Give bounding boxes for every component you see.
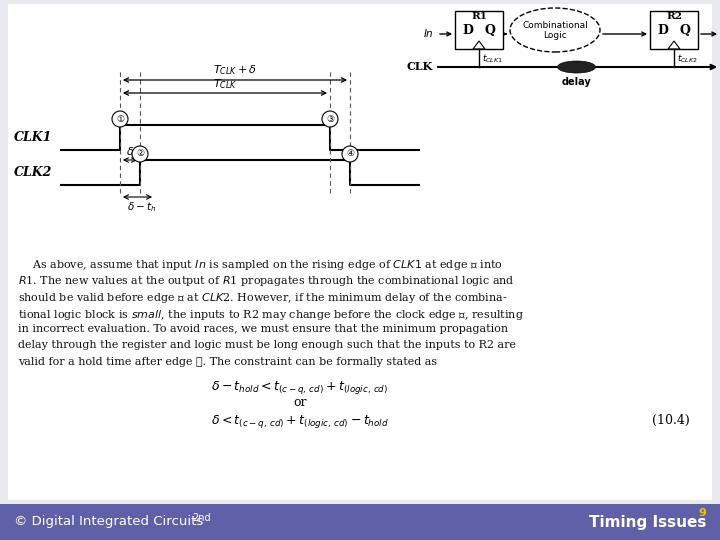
Text: $T_{CLK}+\delta$: $T_{CLK}+\delta$ <box>213 63 257 77</box>
Text: CLK2: CLK2 <box>14 166 53 179</box>
Text: delay through the register and logic must be long enough such that the inputs to: delay through the register and logic mus… <box>18 341 516 350</box>
Text: tional logic block is $\mathit{small}$, the inputs to R2 may change before the c: tional logic block is $\mathit{small}$, … <box>18 307 524 321</box>
Text: should be valid before edge ④ at $\mathit{CLK}$2. However, if the minimum delay : should be valid before edge ④ at $\mathi… <box>18 291 508 305</box>
Text: ①: ① <box>116 114 124 124</box>
Text: As above, assume that input $\mathit{In}$ is sampled on the rising edge of $\mat: As above, assume that input $\mathit{In}… <box>18 258 503 272</box>
Text: In: In <box>423 29 433 39</box>
Bar <box>650 11 698 49</box>
Text: Timing Issues: Timing Issues <box>589 515 706 530</box>
Bar <box>455 11 503 49</box>
Ellipse shape <box>557 61 595 73</box>
Text: $\delta$: $\delta$ <box>126 145 134 157</box>
Text: valid for a hold time after edge ②. The constraint can be formally stated as: valid for a hold time after edge ②. The … <box>18 357 437 367</box>
Bar <box>0 504 720 540</box>
Text: $t_{CLK2}$: $t_{CLK2}$ <box>677 53 698 65</box>
Text: $T_{CLK}$: $T_{CLK}$ <box>213 77 237 91</box>
Text: $\delta - t_h$: $\delta - t_h$ <box>127 200 156 214</box>
Text: delay: delay <box>562 77 591 87</box>
Text: Q: Q <box>485 24 495 37</box>
Text: D: D <box>657 24 668 37</box>
Text: (10.4): (10.4) <box>652 414 690 427</box>
Text: ②: ② <box>136 150 144 159</box>
Text: in incorrect evaluation. To avoid races, we must ensure that the minimum propaga: in incorrect evaluation. To avoid races,… <box>18 324 508 334</box>
Text: CLK1: CLK1 <box>14 131 53 144</box>
Text: ③: ③ <box>326 114 334 124</box>
Text: CLK: CLK <box>407 62 433 72</box>
Circle shape <box>342 146 358 162</box>
Text: R1: R1 <box>471 12 487 21</box>
Circle shape <box>322 111 338 127</box>
Text: $t_{CLK1}$: $t_{CLK1}$ <box>482 53 503 65</box>
Text: $\delta - t_{hold} < t_{(c-q,\,cd)} + t_{(logic,\,cd)}$: $\delta - t_{hold} < t_{(c-q,\,cd)} + t_… <box>212 380 389 396</box>
Text: ④: ④ <box>346 150 354 159</box>
Circle shape <box>112 111 128 127</box>
Text: $\mathit{R}$1. The new values at the output of $\mathit{R}$1 propagates through : $\mathit{R}$1. The new values at the out… <box>18 274 515 288</box>
Text: $\delta < t_{(c-q,\,cd)} + t_{(logic,\,cd)} - t_{hold}$: $\delta < t_{(c-q,\,cd)} + t_{(logic,\,c… <box>211 414 389 430</box>
Text: 2nd: 2nd <box>192 513 211 523</box>
Text: 9: 9 <box>698 508 706 518</box>
Text: Combinational: Combinational <box>522 22 588 30</box>
Text: D: D <box>462 24 473 37</box>
Circle shape <box>132 146 148 162</box>
Text: Q: Q <box>680 24 690 37</box>
Text: R2: R2 <box>666 12 682 21</box>
Text: Logic: Logic <box>543 31 567 40</box>
Text: or: or <box>293 396 307 409</box>
Ellipse shape <box>510 8 600 52</box>
Text: © Digital Integrated Circuits: © Digital Integrated Circuits <box>14 516 203 529</box>
